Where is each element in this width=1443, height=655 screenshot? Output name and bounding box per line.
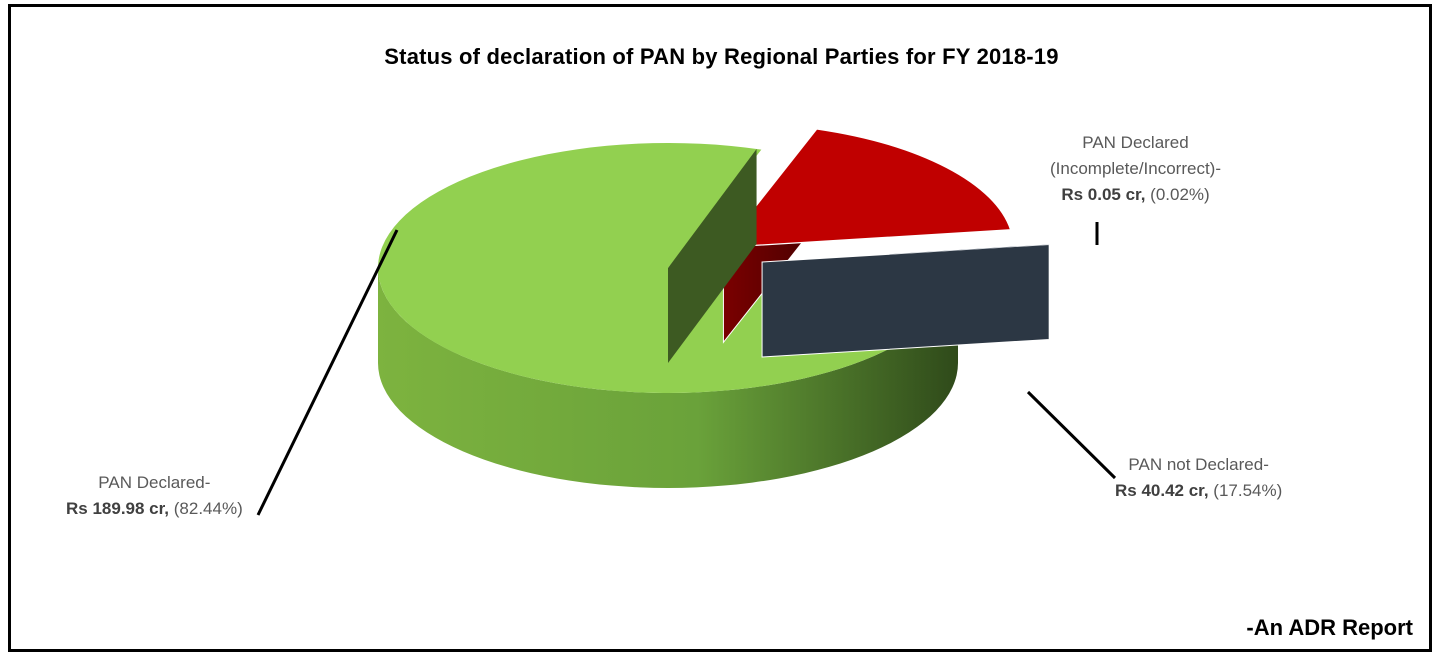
label-notdeclared-amount: Rs 40.42 cr, — [1115, 481, 1209, 500]
pie-slice-pan-declared-incomplete-incorrect- — [762, 244, 1050, 263]
label-notdeclared-percent: (17.54%) — [1208, 481, 1283, 500]
pie-slice-face-2 — [761, 243, 1050, 358]
label-incomplete-amount: Rs 0.05 cr, — [1061, 185, 1146, 204]
label-pan-incomplete: PAN Declared (Incomplete/Incorrect)- Rs … — [1050, 130, 1221, 208]
pie-notch-shadow — [668, 148, 757, 363]
label-notdeclared-title: PAN not Declared- — [1128, 455, 1269, 474]
label-declared-title: PAN Declared- — [98, 473, 211, 492]
chart-title: Status of declaration of PAN by Regional… — [384, 44, 1059, 69]
label-incomplete-subtitle: (Incomplete/Incorrect)- — [1050, 159, 1221, 178]
report-credit: -An ADR Report — [1246, 615, 1413, 640]
pie-slice-side-0 — [378, 268, 958, 488]
label-pan-not-declared: PAN not Declared- Rs 40.42 cr, (17.54%) — [1115, 452, 1282, 504]
label-declared-percent: (82.44%) — [169, 499, 243, 518]
label-declared-amount: Rs 189.98 cr, — [66, 499, 170, 518]
pie-slice-pan-not-declared — [722, 128, 1012, 249]
label-incomplete-title: PAN Declared — [1082, 133, 1189, 152]
leader-line-1 — [1026, 390, 1117, 480]
leader-line-0 — [256, 229, 399, 516]
label-pan-declared: PAN Declared- Rs 189.98 cr, (82.44%) — [66, 470, 243, 522]
label-incomplete-percent: (0.02%) — [1145, 185, 1210, 204]
